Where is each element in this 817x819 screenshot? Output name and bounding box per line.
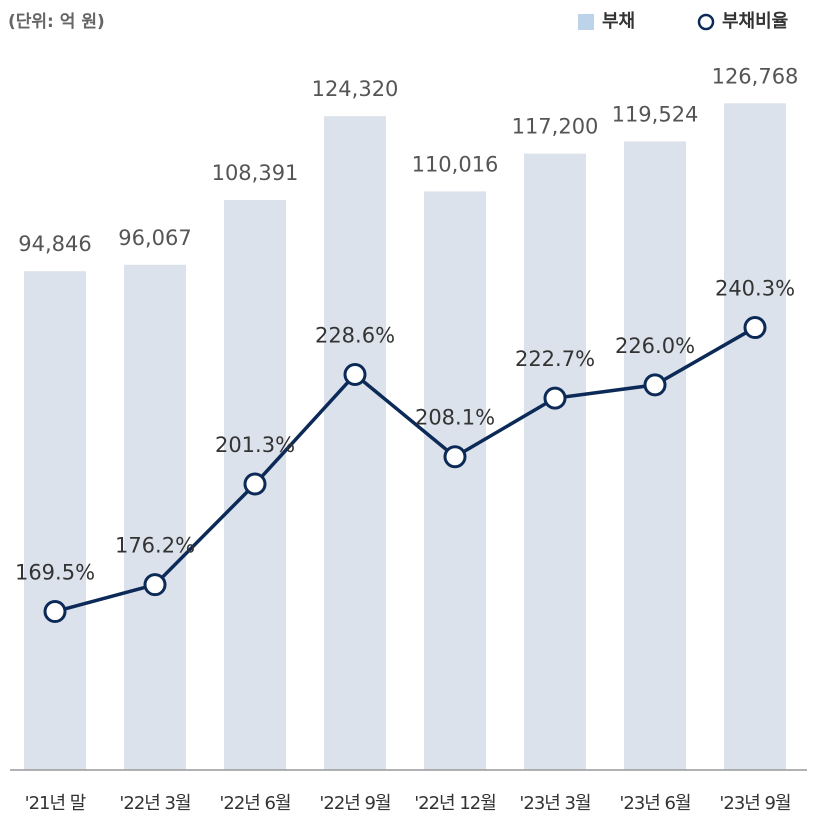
line-point [643,373,667,397]
x-tick-label: '23년 3월 [519,793,590,814]
x-tick-label: '21년 말 [25,793,86,814]
x-tick-label: '22년 3월 [119,793,190,814]
bar-value-label: 126,768 [712,64,799,88]
bar [524,153,586,771]
line-point [743,316,767,340]
x-tick-label: '22년 12월 [414,793,496,814]
line-value-label: 169.5% [15,561,95,585]
bar [424,191,486,770]
bar-value-label: 119,524 [612,102,699,126]
legend-label: 부채비율 [722,11,788,32]
legend-label: 부채 [602,11,635,32]
line-value-label: 228.6% [315,323,395,347]
bar-value-label: 124,320 [312,77,399,101]
line-value-label: 226.0% [615,334,695,358]
bar [124,264,186,770]
line-point [243,472,267,496]
line-point [43,600,67,624]
line-point [343,362,367,386]
line-value-label: 222.7% [515,347,595,371]
bar-value-label: 110,016 [412,152,499,176]
bar [724,103,786,771]
line-point [543,386,567,410]
x-tick-label: '23년 9월 [719,793,790,814]
bar-value-label: 94,846 [18,232,91,256]
x-tick-label: '23년 6월 [619,793,690,814]
line-value-label: 240.3% [715,277,795,301]
bar-value-label: 96,067 [118,226,191,250]
bar-value-label: 117,200 [512,115,599,139]
line-point [443,445,467,469]
legend-swatch [697,13,715,31]
legend-swatch [578,14,594,30]
line-point [143,573,167,597]
bar [324,116,386,771]
bar-value-label: 108,391 [212,161,299,185]
line-value-label: 208.1% [415,406,495,430]
line-value-label: 176.2% [115,534,195,558]
unit-label: (단위: 억 원) [8,12,105,32]
x-tick-label: '22년 6월 [219,793,290,814]
x-tick-label: '22년 9월 [319,793,390,814]
line-value-label: 201.3% [215,433,295,457]
line [54,326,756,614]
bar [24,271,86,770]
bar [624,141,686,770]
